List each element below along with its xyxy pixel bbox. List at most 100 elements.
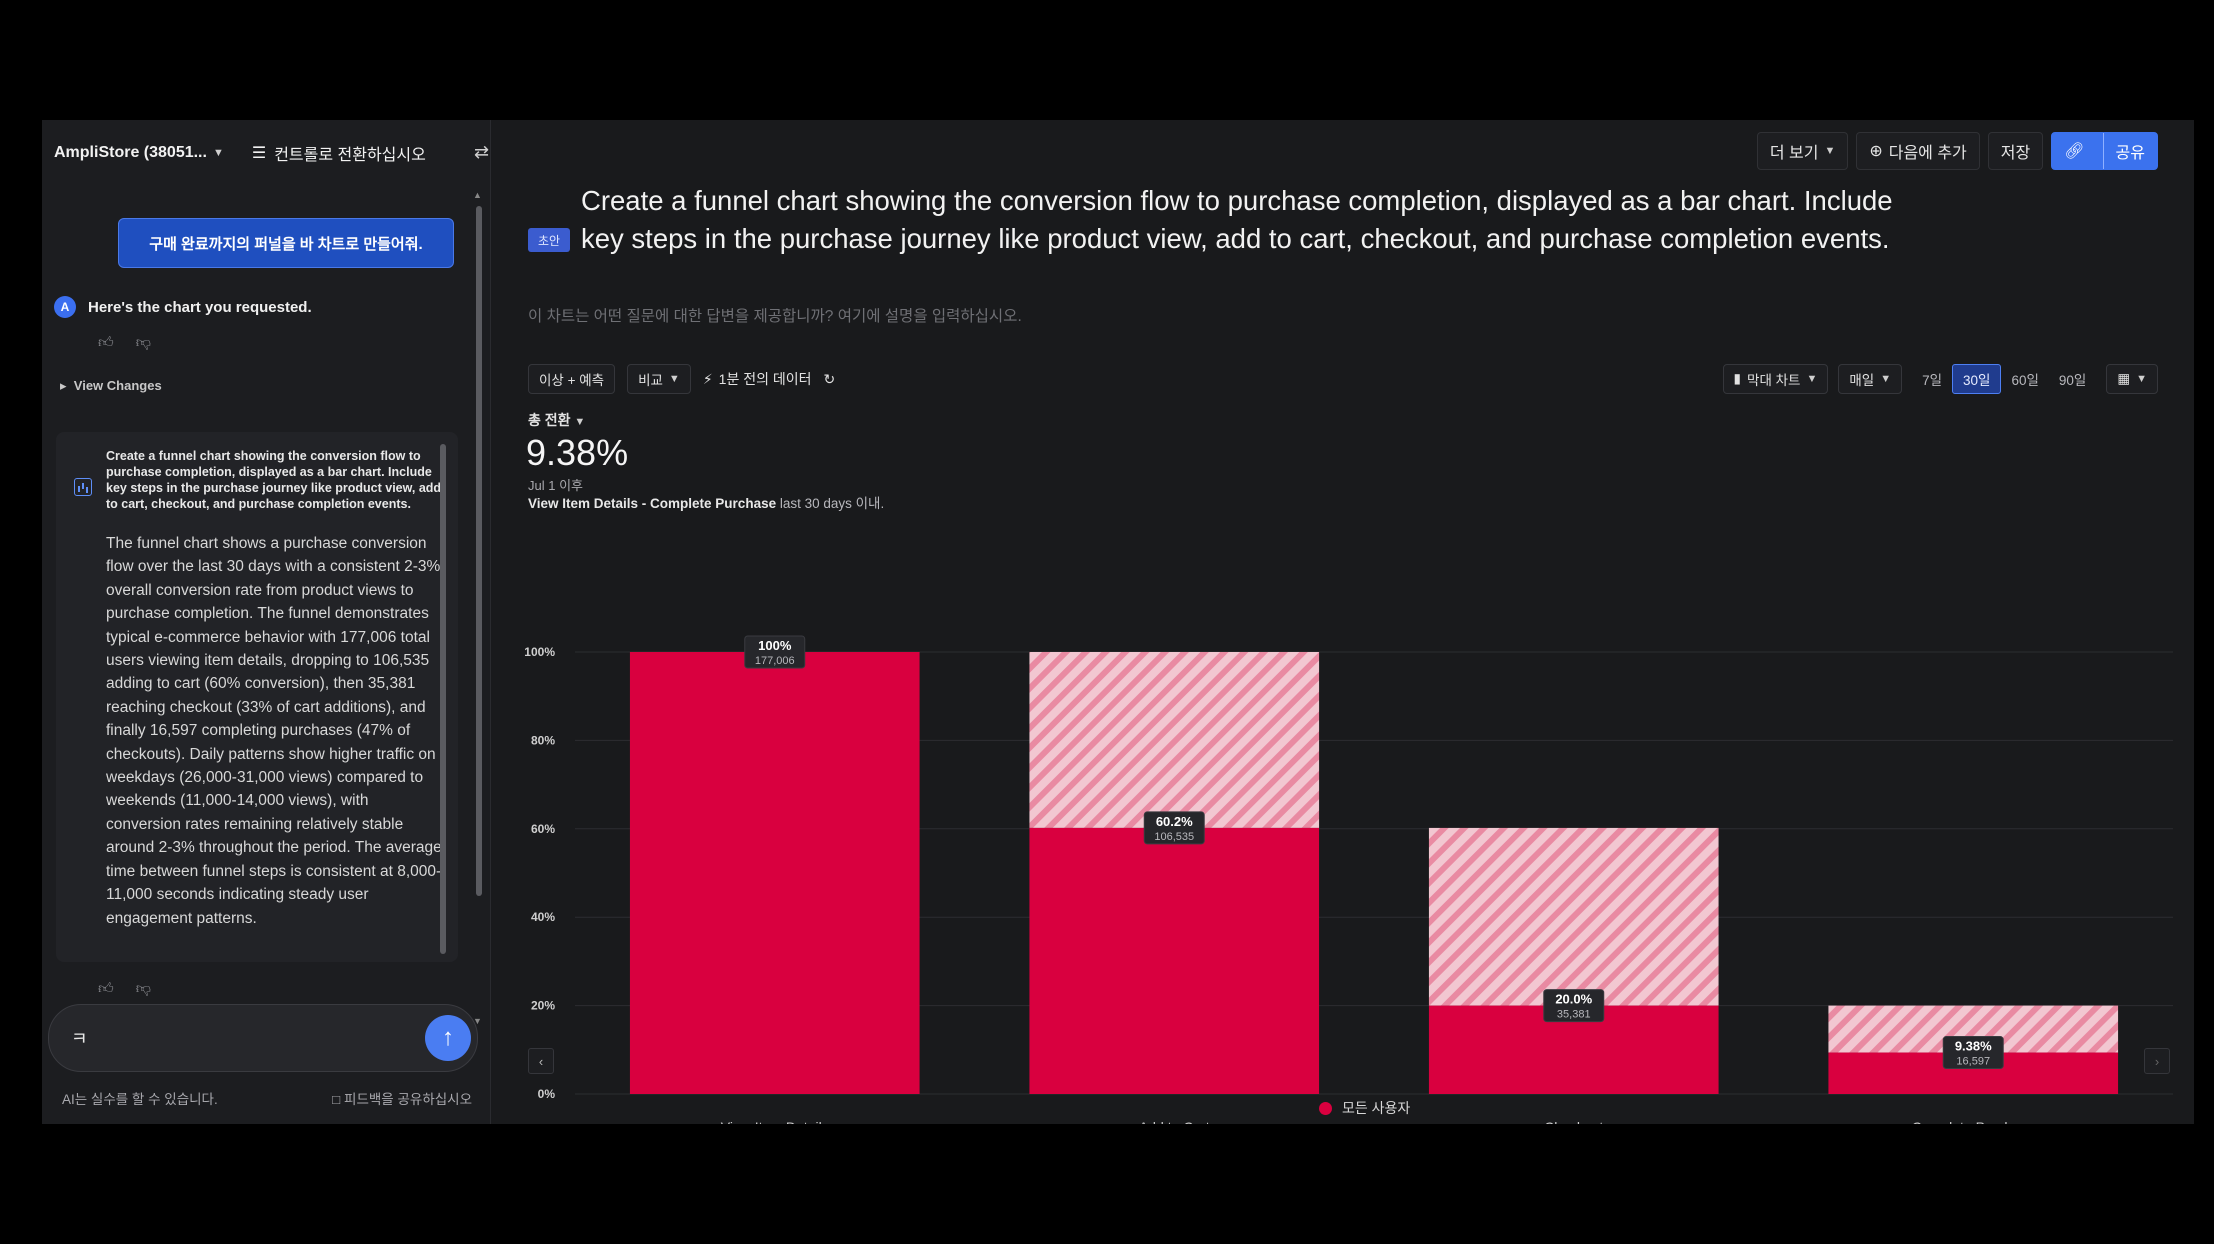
chart-description-placeholder[interactable]: 이 차트는 어떤 질문에 대한 답변을 제공합니까? 여기에 설명을 입력하십시… bbox=[528, 308, 1022, 325]
card-answer: The funnel chart shows a purchase conver… bbox=[106, 535, 442, 927]
view-changes-toggle[interactable]: ▸ View Changes bbox=[60, 378, 162, 394]
x-category-label: Add to Cart bbox=[1139, 1119, 1210, 1124]
add-to-button[interactable]: ⊕ 다음에 추가 bbox=[1856, 132, 1980, 170]
range-90d[interactable]: 90일 bbox=[2058, 373, 2087, 388]
top-actions: 더 보기 ▼ ⊕ 다음에 추가 저장 🔗︎ 공유 bbox=[1756, 132, 2158, 170]
ai-avatar-icon: A bbox=[54, 296, 76, 318]
sidebar-scrollbar[interactable]: ▲ ▼ bbox=[473, 190, 483, 1030]
y-tick-label: 0% bbox=[538, 1087, 556, 1101]
metric-selector[interactable]: 총 전환 ▼ bbox=[528, 410, 585, 430]
range-60d[interactable]: 60일 bbox=[2011, 373, 2039, 388]
x-category-label: Complete Purchase bbox=[1912, 1119, 2035, 1124]
chevron-down-icon: ▼ bbox=[212, 147, 224, 159]
link-icon[interactable]: 🔗︎ bbox=[2064, 143, 2085, 160]
x-category-label: Checkout bbox=[1544, 1119, 1603, 1124]
conversion-bar[interactable] bbox=[1029, 827, 1320, 1094]
range-7d[interactable]: 7일 bbox=[1922, 373, 1943, 388]
percent-label: 100% bbox=[758, 638, 792, 653]
y-tick-label: 60% bbox=[531, 822, 555, 836]
legend-swatch bbox=[1319, 1101, 1332, 1115]
project-selector[interactable]: AmpliStore (38051... ▼ bbox=[54, 144, 224, 162]
sliders-icon: ☰ bbox=[251, 145, 267, 162]
thumbs-down-icon[interactable]: 👎︎ bbox=[135, 980, 151, 997]
dropoff-bar[interactable] bbox=[1029, 652, 1320, 828]
share-feedback-label: 피드백을 공유하십시오 bbox=[344, 1092, 472, 1107]
compare-dropdown[interactable]: 비교 ▼ bbox=[627, 364, 691, 394]
value-label-box bbox=[1543, 989, 1605, 1023]
compare-label: 비교 bbox=[638, 373, 663, 388]
ai-response-text: Here's the chart you requested. bbox=[88, 298, 312, 316]
metric-range-steps: View Item Details - Complete Purchase bbox=[528, 496, 777, 511]
sidebar-header: AmpliStore (38051... ▼ ☰ 컨트롤로 전환하십시오 bbox=[54, 136, 426, 170]
bar-chart-icon bbox=[74, 478, 92, 496]
date-picker-button[interactable]: ▦ ▼ bbox=[2106, 364, 2158, 394]
value-label-box bbox=[1942, 1036, 2004, 1070]
y-tick-label: 80% bbox=[531, 733, 555, 747]
count-label: 16,597 bbox=[1956, 1056, 1990, 1068]
chart-summary-card: Create a funnel chart showing the conver… bbox=[56, 432, 458, 962]
send-button[interactable]: ↑ bbox=[425, 1015, 471, 1061]
project-label: AmpliStore (38051... bbox=[54, 144, 207, 161]
data-freshness: ⚡︎ 1분 전의 데이터 bbox=[703, 369, 812, 389]
chevron-down-icon: ▼ bbox=[1880, 373, 1892, 385]
ai-disclaimer: AI는 실수를 할 수 있습니다. bbox=[62, 1092, 218, 1107]
bar-chart-icon: ▮ bbox=[1733, 371, 1742, 386]
feedback-row: 👍︎ 👎︎ bbox=[98, 334, 151, 352]
scroll-down-icon[interactable]: ▼ bbox=[473, 1016, 482, 1026]
sidebar-scroll-thumb[interactable] bbox=[476, 206, 482, 896]
range-30d[interactable]: 30일 bbox=[1952, 364, 2002, 394]
y-tick-label: 40% bbox=[531, 910, 555, 924]
card-scroll-thumb[interactable] bbox=[440, 444, 446, 954]
chart-type-dropdown[interactable]: ▮ 막대 차트 ▼ bbox=[1722, 364, 1829, 394]
count-label: 106,535 bbox=[1154, 831, 1194, 843]
thumbs-up-icon[interactable]: 👍︎ bbox=[98, 334, 114, 351]
anomaly-forecast-button[interactable]: 이상 + 예측 bbox=[528, 364, 616, 394]
refresh-icon[interactable]: ↻ bbox=[823, 370, 836, 387]
chart-prev-button[interactable]: ‹ bbox=[528, 1048, 554, 1074]
more-label: 더 보기 bbox=[1769, 145, 1819, 162]
interval-dropdown[interactable]: 매일 ▼ bbox=[1838, 364, 1903, 394]
funnel-bar-chart: 100% 80% 60% 40% 20% 0% 100% 177,006 View Item … bbox=[524, 635, 2173, 1124]
swap-panels-icon[interactable]: ⇄ bbox=[474, 142, 490, 162]
value-label-box bbox=[744, 635, 806, 669]
chevron-down-icon: ▼ bbox=[1824, 145, 1836, 157]
chat-input-value[interactable]: ㅋ bbox=[71, 1029, 88, 1049]
conversion-bar[interactable] bbox=[629, 652, 920, 1094]
dropoff-bar[interactable] bbox=[1428, 827, 1719, 1006]
chevron-down-icon: ▼ bbox=[1806, 373, 1818, 385]
total-conversion-value: 9.38% bbox=[526, 432, 629, 473]
thumbs-up-icon[interactable]: 👍︎ bbox=[98, 980, 114, 997]
switch-to-controls-button[interactable]: ☰ 컨트롤로 전환하십시오 bbox=[252, 141, 426, 165]
calendar-icon: ▦ bbox=[2117, 371, 2131, 386]
metric-selector-label: 총 전환 bbox=[528, 412, 571, 428]
arrow-up-icon: ↑ bbox=[442, 1024, 454, 1051]
metric-range: View Item Details - Complete Purchase la… bbox=[528, 492, 884, 512]
metric-range-window: last 30 days 이내. bbox=[776, 496, 885, 511]
percent-label: 20.0% bbox=[1555, 992, 1592, 1007]
save-button[interactable]: 저장 bbox=[1987, 132, 2044, 170]
metric-since: Jul 1 이후 bbox=[528, 478, 583, 493]
legend-label: 모든 사용자 bbox=[1342, 1100, 1411, 1116]
chat-input[interactable]: ㅋ ↑ bbox=[48, 1004, 478, 1072]
feedback-row-2: 👍︎ 👎︎ bbox=[98, 980, 151, 998]
chart-toolbar: 이상 + 예측 비교 ▼ ⚡︎ 1분 전의 데이터 ↻ ▮ 막대 차트 ▼ bbox=[528, 364, 2158, 394]
chevron-down-icon: ▼ bbox=[668, 373, 680, 385]
card-scrollbar[interactable] bbox=[440, 436, 446, 962]
chart-next-button[interactable]: › bbox=[2144, 1048, 2170, 1074]
share-feedback-link[interactable]: □ 피드백을 공유하십시오 bbox=[332, 1088, 472, 1108]
scroll-up-icon[interactable]: ▲ bbox=[473, 190, 482, 200]
range-selector: 7일 30일 60일 90일 bbox=[1912, 364, 2096, 394]
toolbar-right: ▮ 막대 차트 ▼ 매일 ▼ 7일 30일 60일 90일 ▦ ▼ bbox=[1722, 364, 2158, 394]
thumbs-down-icon[interactable]: 👎︎ bbox=[135, 334, 151, 351]
percent-label: 60.2% bbox=[1156, 814, 1193, 829]
legend-item[interactable]: 모든 사용자 bbox=[1319, 1098, 1410, 1118]
chart-title[interactable]: Create a funnel chart showing the conver… bbox=[581, 185, 1893, 254]
lightning-icon: ⚡︎ bbox=[702, 370, 713, 387]
y-tick-label: 100% bbox=[524, 645, 555, 659]
share-button[interactable]: 공유 bbox=[2102, 133, 2157, 169]
switch-to-controls-label: 컨트롤로 전환하십시오 bbox=[274, 147, 426, 164]
share-button-group[interactable]: 🔗︎ 공유 bbox=[2051, 132, 2158, 170]
assistant-sidebar: AmpliStore (38051... ▼ ☰ 컨트롤로 전환하십시오 ⇄ ▲… bbox=[42, 120, 491, 1124]
more-button[interactable]: 더 보기 ▼ bbox=[1756, 132, 1849, 170]
ai-response-header: A Here's the chart you requested. bbox=[54, 296, 312, 318]
